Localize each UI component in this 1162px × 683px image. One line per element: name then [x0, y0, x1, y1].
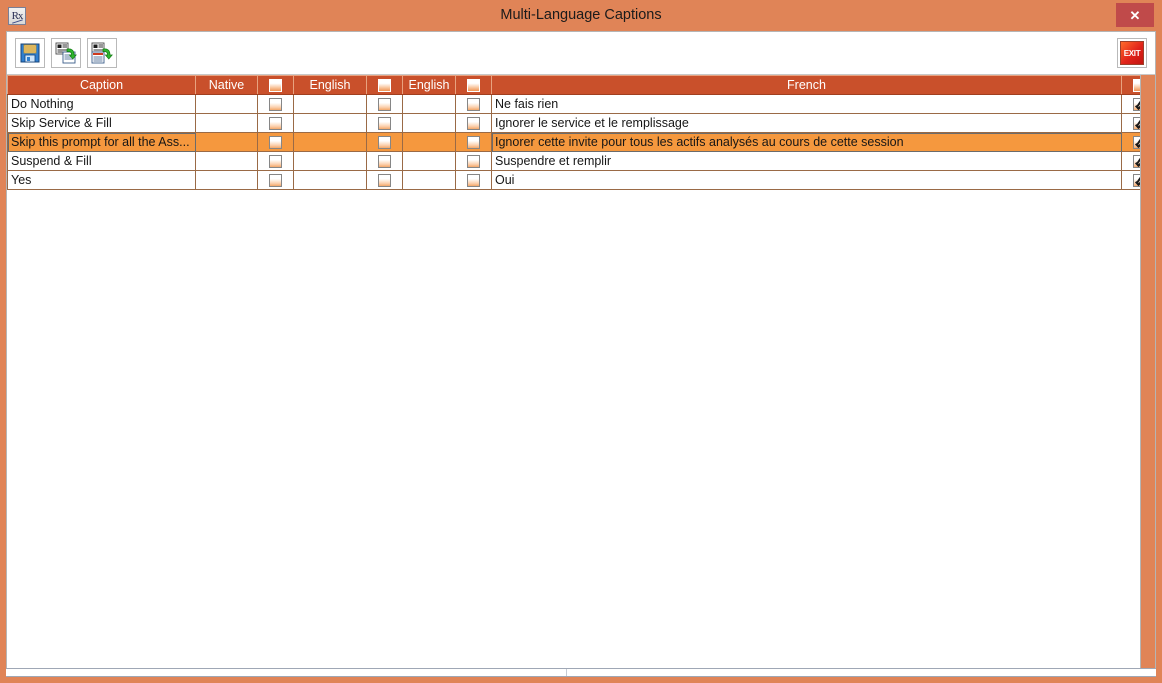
checkbox-eng2_cb-row-4[interactable]	[467, 174, 480, 188]
checkbox-eng1_cb-row-0[interactable]	[378, 98, 391, 112]
cell-eng2_cb[interactable]	[455, 170, 492, 190]
cell-english2[interactable]	[402, 94, 456, 114]
cell-caption[interactable]: Yes	[7, 170, 196, 190]
floppy-disk-icon	[20, 43, 40, 63]
close-button[interactable]: ✕	[1116, 3, 1154, 27]
cell-native[interactable]	[195, 94, 258, 114]
cell-native[interactable]	[195, 113, 258, 133]
cell-native[interactable]	[195, 170, 258, 190]
cell-french[interactable]: Ignorer le service et le remplissage	[491, 113, 1122, 133]
checkbox-native_cb-row-1[interactable]	[269, 117, 282, 131]
import-document-arrow-icon	[55, 42, 77, 64]
cell-english2[interactable]	[402, 113, 456, 133]
window-body: EXIT Caption Native English English French D…	[6, 31, 1156, 677]
cell-english2[interactable]	[402, 151, 456, 171]
cell-eng2_cb[interactable]	[455, 151, 492, 171]
cell-french[interactable]: Ignorer cette invite pour tous les actif…	[491, 132, 1122, 152]
cell-english1[interactable]	[293, 113, 367, 133]
cell-native_cb[interactable]	[257, 132, 294, 152]
cell-english1[interactable]	[293, 170, 367, 190]
table-row[interactable]: Suspend & Fill Suspendre et remplir	[7, 151, 1155, 171]
close-icon: ✕	[1129, 7, 1141, 23]
save-button[interactable]	[15, 38, 45, 68]
checkbox-eng2_cb-row-2[interactable]	[467, 136, 480, 150]
grid-header-caption[interactable]: Caption	[7, 75, 196, 95]
table-row[interactable]: Do Nothing Ne fais rien	[7, 94, 1155, 114]
exit-button[interactable]: EXIT	[1117, 38, 1147, 68]
window-title: Multi-Language Captions	[500, 7, 662, 23]
cell-eng1_cb[interactable]	[366, 132, 403, 152]
cell-english2[interactable]	[402, 132, 456, 152]
cell-french[interactable]: Suspendre et remplir	[491, 151, 1122, 171]
horizontal-scrollbar-thumb[interactable]	[6, 669, 567, 676]
checkbox-eng1_cb-header[interactable]	[378, 79, 391, 93]
cell-french[interactable]: Ne fais rien	[491, 94, 1122, 114]
cell-english1[interactable]	[293, 132, 367, 152]
grid-header-native[interactable]: Native	[195, 75, 258, 95]
cell-french[interactable]: Oui	[491, 170, 1122, 190]
cell-eng2_cb[interactable]	[455, 132, 492, 152]
rx-document-icon: Rx	[8, 6, 26, 25]
captions-grid-area: Caption Native English English French Do Not…	[7, 75, 1155, 676]
checkbox-eng1_cb-row-4[interactable]	[378, 174, 391, 188]
checkbox-eng2_cb-header[interactable]	[467, 79, 480, 93]
cell-eng1_cb[interactable]	[366, 151, 403, 171]
captions-grid: Caption Native English English French Do Not…	[7, 75, 1155, 190]
checkbox-native_cb-row-2[interactable]	[269, 136, 282, 150]
grid-header-checkbox-native_cb[interactable]	[257, 75, 294, 95]
cell-native_cb[interactable]	[257, 151, 294, 171]
exit-button-label: EXIT	[1123, 48, 1141, 58]
horizontal-scrollbar[interactable]	[6, 668, 1156, 677]
cell-english2[interactable]	[402, 170, 456, 190]
table-row[interactable]: Yes Oui	[7, 170, 1155, 190]
vertical-scrollbar[interactable]	[1140, 75, 1155, 676]
cell-english1[interactable]	[293, 94, 367, 114]
checkbox-native_cb-header[interactable]	[269, 79, 282, 93]
cell-eng1_cb[interactable]	[366, 94, 403, 114]
table-row[interactable]: Skip Service & Fill Ignorer le service et…	[7, 113, 1155, 133]
grid-header-row: Caption Native English English French	[7, 75, 1155, 95]
checkbox-native_cb-row-0[interactable]	[269, 98, 282, 112]
table-row[interactable]: Skip this prompt for all the Ass... Ignor…	[7, 132, 1155, 152]
cell-caption[interactable]: Suspend & Fill	[7, 151, 196, 171]
cell-english1[interactable]	[293, 151, 367, 171]
grid-header-english1[interactable]: English	[293, 75, 367, 95]
grid-header-french[interactable]: French	[491, 75, 1122, 95]
import-captions-button[interactable]	[51, 38, 81, 68]
cell-native_cb[interactable]	[257, 170, 294, 190]
grid-header-checkbox-eng2_cb[interactable]	[455, 75, 492, 95]
cell-native_cb[interactable]	[257, 94, 294, 114]
cell-caption[interactable]: Do Nothing	[7, 94, 196, 114]
cell-native[interactable]	[195, 132, 258, 152]
export-captions-button[interactable]	[87, 38, 117, 68]
grid-header-checkbox-eng1_cb[interactable]	[366, 75, 403, 95]
export-document-arrow-icon	[91, 42, 113, 64]
title-bar: Rx Multi-Language Captions ✕	[0, 0, 1162, 31]
checkbox-eng1_cb-row-2[interactable]	[378, 136, 391, 150]
cell-eng2_cb[interactable]	[455, 94, 492, 114]
cell-eng2_cb[interactable]	[455, 113, 492, 133]
checkbox-eng2_cb-row-3[interactable]	[467, 155, 480, 169]
checkbox-native_cb-row-3[interactable]	[269, 155, 282, 169]
checkbox-eng2_cb-row-0[interactable]	[467, 98, 480, 112]
cell-caption[interactable]: Skip this prompt for all the Ass...	[7, 132, 196, 152]
cell-native[interactable]	[195, 151, 258, 171]
cell-caption[interactable]: Skip Service & Fill	[7, 113, 196, 133]
cell-eng1_cb[interactable]	[366, 113, 403, 133]
cell-native_cb[interactable]	[257, 113, 294, 133]
grid-header-english2[interactable]: English	[402, 75, 456, 95]
cell-eng1_cb[interactable]	[366, 170, 403, 190]
checkbox-eng2_cb-row-1[interactable]	[467, 117, 480, 131]
checkbox-eng1_cb-row-1[interactable]	[378, 117, 391, 131]
toolbar: EXIT	[7, 32, 1155, 75]
checkbox-eng1_cb-row-3[interactable]	[378, 155, 391, 169]
checkbox-native_cb-row-4[interactable]	[269, 174, 282, 188]
